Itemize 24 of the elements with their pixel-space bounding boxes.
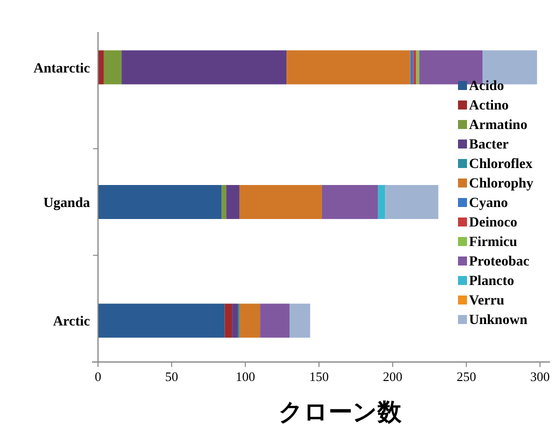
legend-label: Chlorophy (469, 176, 534, 192)
legend-label: Deinoco (469, 216, 518, 230)
legend-label: Verru (469, 294, 504, 308)
x-axis-title: クローン数 (278, 398, 402, 426)
y-tick-label: Antarctic (34, 61, 90, 76)
legend-label: Armatino (469, 118, 528, 133)
y-tick-label: Arctic (52, 314, 90, 330)
legend-label: Acido (469, 79, 504, 94)
legend-label: Cyano (469, 196, 508, 211)
x-tick-label: 300 (530, 369, 550, 384)
x-tick-label: 100 (236, 369, 256, 384)
legend-label: Plancto (469, 274, 514, 289)
legend-label: Firmicu (469, 235, 518, 250)
legend-label: Bacter (469, 138, 509, 152)
x-tick-label: 50 (165, 369, 178, 384)
x-tick-label: 0 (94, 369, 102, 384)
x-tick-label: 150 (309, 369, 329, 384)
y-tick-label: Uganda (43, 196, 90, 211)
legend-label: Proteobac (469, 254, 530, 270)
legend-label: Chloroflex (469, 157, 533, 172)
x-tick-label: 200 (382, 369, 402, 384)
legend-label: Actino (469, 98, 509, 114)
x-tick-label: 250 (456, 369, 476, 384)
legend-label: Unknown (469, 313, 528, 328)
